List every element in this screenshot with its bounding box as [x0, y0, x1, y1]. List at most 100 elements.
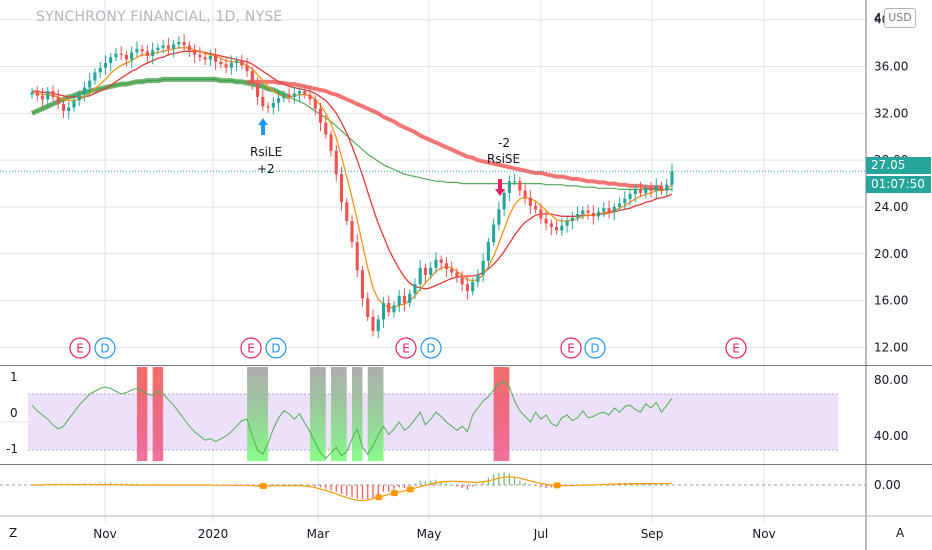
candle	[486, 242, 490, 261]
last-price-label: 27.05	[866, 157, 931, 174]
earnings-event-icon	[725, 337, 747, 359]
candle	[665, 184, 669, 191]
candle	[465, 284, 469, 292]
candle	[397, 295, 401, 306]
ma-mid-line	[32, 50, 673, 290]
candle	[581, 210, 585, 215]
candle	[329, 134, 333, 151]
candle	[502, 192, 506, 210]
earnings-event-label: E	[732, 342, 740, 356]
candle	[172, 44, 176, 49]
candle	[623, 198, 627, 204]
earnings-event-icon	[240, 337, 262, 359]
candle	[570, 217, 574, 222]
long-signal-zone	[367, 367, 384, 461]
candle	[507, 181, 511, 193]
earnings-event-label: E	[247, 342, 255, 356]
candle	[198, 54, 202, 58]
candle	[135, 48, 139, 53]
candle	[35, 92, 39, 96]
rsi-axis-label: 40.00	[874, 429, 908, 443]
time-axis-label: Mar	[307, 527, 330, 541]
candle	[318, 108, 323, 123]
candle	[256, 82, 260, 97]
macd-line	[32, 476, 673, 502]
candle	[402, 295, 407, 303]
candle	[124, 54, 128, 60]
long-entry-label: RsiLE	[250, 145, 282, 159]
rsi-left-label: 1	[10, 370, 18, 384]
candle	[182, 41, 186, 46]
candle	[460, 277, 464, 285]
time-axis-label: Nov	[93, 527, 116, 541]
candle	[455, 272, 459, 278]
candle	[560, 225, 564, 231]
candle	[528, 197, 532, 206]
candle	[612, 206, 616, 212]
candle	[591, 212, 595, 217]
candle	[497, 209, 501, 225]
candle	[151, 50, 155, 56]
candle	[602, 208, 606, 212]
candle	[471, 281, 475, 292]
long-entry-arrow-icon	[258, 118, 268, 135]
candle	[324, 122, 328, 135]
countdown-label: 01:07:50	[866, 176, 931, 193]
candle	[130, 52, 134, 60]
candle	[392, 305, 396, 313]
candle	[586, 210, 590, 213]
candle	[308, 94, 312, 100]
candle	[77, 94, 81, 101]
candle	[633, 189, 637, 195]
candle	[214, 55, 218, 62]
candle	[140, 48, 144, 52]
candle	[418, 267, 422, 285]
candle	[345, 202, 349, 222]
candle	[208, 55, 212, 60]
price-axis-label: 24.00	[874, 200, 908, 214]
candle	[156, 47, 160, 51]
earnings-event-icon	[560, 337, 582, 359]
candle	[628, 194, 632, 199]
candle	[145, 51, 149, 56]
candle	[539, 209, 543, 219]
ma-fast-line	[31, 47, 673, 309]
candle	[429, 267, 433, 275]
candle	[219, 61, 223, 65]
long-signal-zone	[310, 367, 326, 461]
earnings-event-icon	[69, 337, 91, 359]
candle	[51, 91, 55, 97]
price-axis-label: 16.00	[874, 294, 908, 308]
price-axis-label: 12.00	[874, 340, 908, 354]
candle	[659, 185, 664, 191]
candle	[177, 41, 181, 45]
candle	[450, 269, 454, 273]
candle	[381, 302, 386, 320]
candle	[261, 96, 265, 107]
price-axis-label: 36.00	[874, 60, 908, 74]
candle	[287, 94, 291, 97]
candle	[240, 60, 244, 66]
rsi-axis-label: 80.00	[874, 373, 908, 387]
dividend-event-label: D	[590, 342, 599, 356]
candle	[565, 221, 569, 226]
candle	[245, 65, 249, 72]
macd-cross-marker	[375, 494, 383, 501]
earnings-event-label: E	[76, 342, 84, 356]
candle	[576, 214, 580, 218]
rsi-left-label: 0	[10, 406, 18, 420]
short-signal-zone	[493, 367, 510, 461]
rsi-band	[28, 394, 838, 450]
candle	[224, 64, 228, 68]
candle	[266, 106, 270, 108]
ma-200-line-thick	[30, 76, 291, 116]
candle	[93, 72, 97, 81]
zoom-button[interactable]: Z	[9, 526, 18, 540]
auto-scale-button[interactable]: A	[896, 526, 905, 540]
ma-long-line	[247, 79, 662, 190]
time-axis-label: Jul	[533, 527, 548, 541]
macd-cross-marker	[259, 483, 267, 490]
currency-button[interactable]: USD	[884, 8, 916, 28]
candle	[313, 99, 317, 109]
